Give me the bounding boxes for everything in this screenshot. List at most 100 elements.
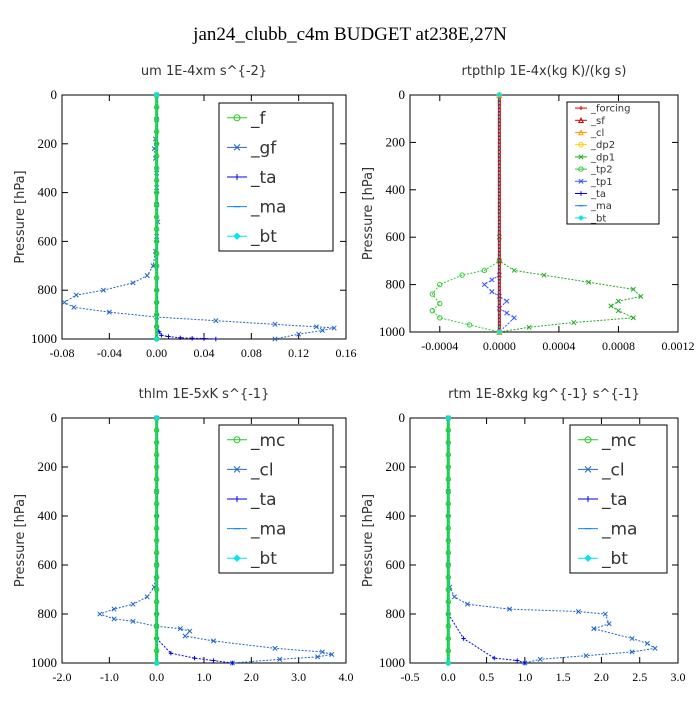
y-tick-label: 200	[38, 136, 58, 151]
legend-marker	[233, 232, 241, 240]
x-tick-label: 2.5	[632, 670, 647, 684]
data-point	[130, 618, 136, 624]
data-point	[429, 291, 436, 297]
legend-item-ma: _ma	[227, 198, 286, 218]
legend-marker	[578, 191, 584, 196]
x-tick-label: 1.5	[556, 670, 571, 684]
legend-label: _cl	[250, 460, 274, 480]
data-point	[153, 250, 160, 257]
data-point	[100, 287, 106, 293]
data-point	[638, 293, 644, 300]
legend-item-gf: _gf	[227, 138, 277, 158]
data-point	[575, 608, 582, 615]
legend: _f _gf _ta _ma _bt	[218, 102, 334, 252]
data-point	[644, 640, 650, 646]
data-point	[329, 651, 335, 657]
legend-item-cl: _cl	[575, 128, 604, 139]
x-tick-label: -2.0	[53, 670, 72, 684]
legend-label: _ma	[250, 520, 286, 540]
page-title: jan24_clubb_c4m BUDGET at238E,27N	[192, 24, 507, 45]
data-point	[97, 611, 103, 617]
data-point	[272, 645, 278, 651]
legend-label: _ta	[601, 490, 628, 510]
x-tick-label: 1.0	[197, 670, 212, 684]
data-point	[111, 616, 117, 622]
x-tick-label: 0.16	[336, 346, 357, 360]
data-point	[481, 282, 487, 288]
legend: _mc _cl _ta _ma _bt	[569, 424, 668, 574]
x-tick-label: 0.0	[441, 670, 456, 684]
data-point	[213, 318, 219, 324]
legend-item-ta: _ta	[227, 168, 277, 188]
data-point	[629, 635, 635, 642]
y-tick-label: 1000	[31, 331, 57, 346]
data-point	[461, 636, 466, 641]
legend-marker	[234, 496, 240, 502]
data-point	[583, 653, 589, 659]
y-tick-label: 600	[38, 233, 58, 248]
legend-marker	[584, 554, 592, 562]
data-point	[445, 660, 452, 666]
series-tp2	[429, 92, 503, 335]
x-tick-label: 0.0008	[602, 339, 635, 353]
y-tick-label: 200	[386, 134, 406, 149]
legend-item-tp1: _tp1	[575, 177, 613, 188]
y-tick-label: 0	[399, 410, 406, 425]
y-tick-label: 600	[386, 557, 406, 572]
x-tick-label: 1.0	[517, 670, 532, 684]
legend-item-bt: _bt	[575, 213, 606, 224]
legend: _mc _cl _ta _ma _bt	[218, 424, 334, 574]
data-point	[210, 638, 217, 644]
data-point	[211, 658, 216, 663]
legend-item-sf: _sf	[575, 116, 605, 127]
data-point	[111, 606, 117, 612]
data-point	[153, 336, 160, 342]
y-tick-label: 800	[386, 277, 406, 292]
legend-label: _gf	[250, 138, 277, 158]
legend-marker	[233, 114, 241, 122]
legend-item-forcing: _forcing	[575, 104, 631, 115]
data-point	[153, 299, 160, 306]
data-point	[586, 279, 592, 285]
series-line	[447, 418, 526, 664]
legend-label: _ma	[250, 198, 286, 218]
legend-item-dp2: _dp2	[575, 140, 615, 151]
data-point	[192, 655, 197, 661]
data-point	[213, 336, 219, 342]
data-point	[313, 324, 319, 330]
legend-marker	[233, 554, 241, 562]
data-point	[571, 319, 577, 326]
data-point	[437, 300, 443, 307]
x-tick-label: 0.5	[479, 670, 494, 684]
legend-marker	[233, 144, 241, 151]
legend-item-dp1: _dp1	[575, 152, 615, 163]
legend-box	[569, 424, 668, 574]
legend-item-mc: _mc	[227, 431, 285, 451]
legend-item-ma: _ma	[227, 520, 286, 540]
y-axis-label: Pressure [hPa]	[13, 170, 28, 263]
data-point	[496, 92, 503, 98]
data-point	[629, 649, 635, 655]
y-tick-label: 400	[386, 508, 406, 523]
x-tick-label: 3.0	[291, 670, 306, 684]
chart-panel-1: um 1E-4xm s^{-2} Pressure [hPa] -0.08 -0.04…	[13, 64, 357, 360]
legend-item-ta: _ta	[578, 490, 628, 510]
data-point	[489, 277, 495, 283]
y-tick-label: 200	[38, 459, 58, 474]
x-tick-label: 3.0	[671, 670, 686, 684]
data-point	[437, 281, 443, 288]
data-point	[130, 280, 136, 286]
legend: _forcing_sf_cl_dp2_dp1 _tp2_tp1_ta_ma_bt	[566, 101, 660, 225]
legend-marker	[233, 466, 241, 473]
data-point	[608, 303, 614, 309]
plot-frame	[409, 94, 679, 333]
legend-marker	[233, 436, 241, 444]
data-point	[464, 601, 470, 607]
series-bt	[445, 415, 452, 666]
series-line	[156, 95, 216, 340]
data-point	[177, 626, 183, 632]
data-point	[71, 304, 77, 310]
x-tick-label: 0.0000	[483, 339, 516, 353]
data-point	[481, 267, 488, 274]
legend-marker	[234, 174, 240, 180]
